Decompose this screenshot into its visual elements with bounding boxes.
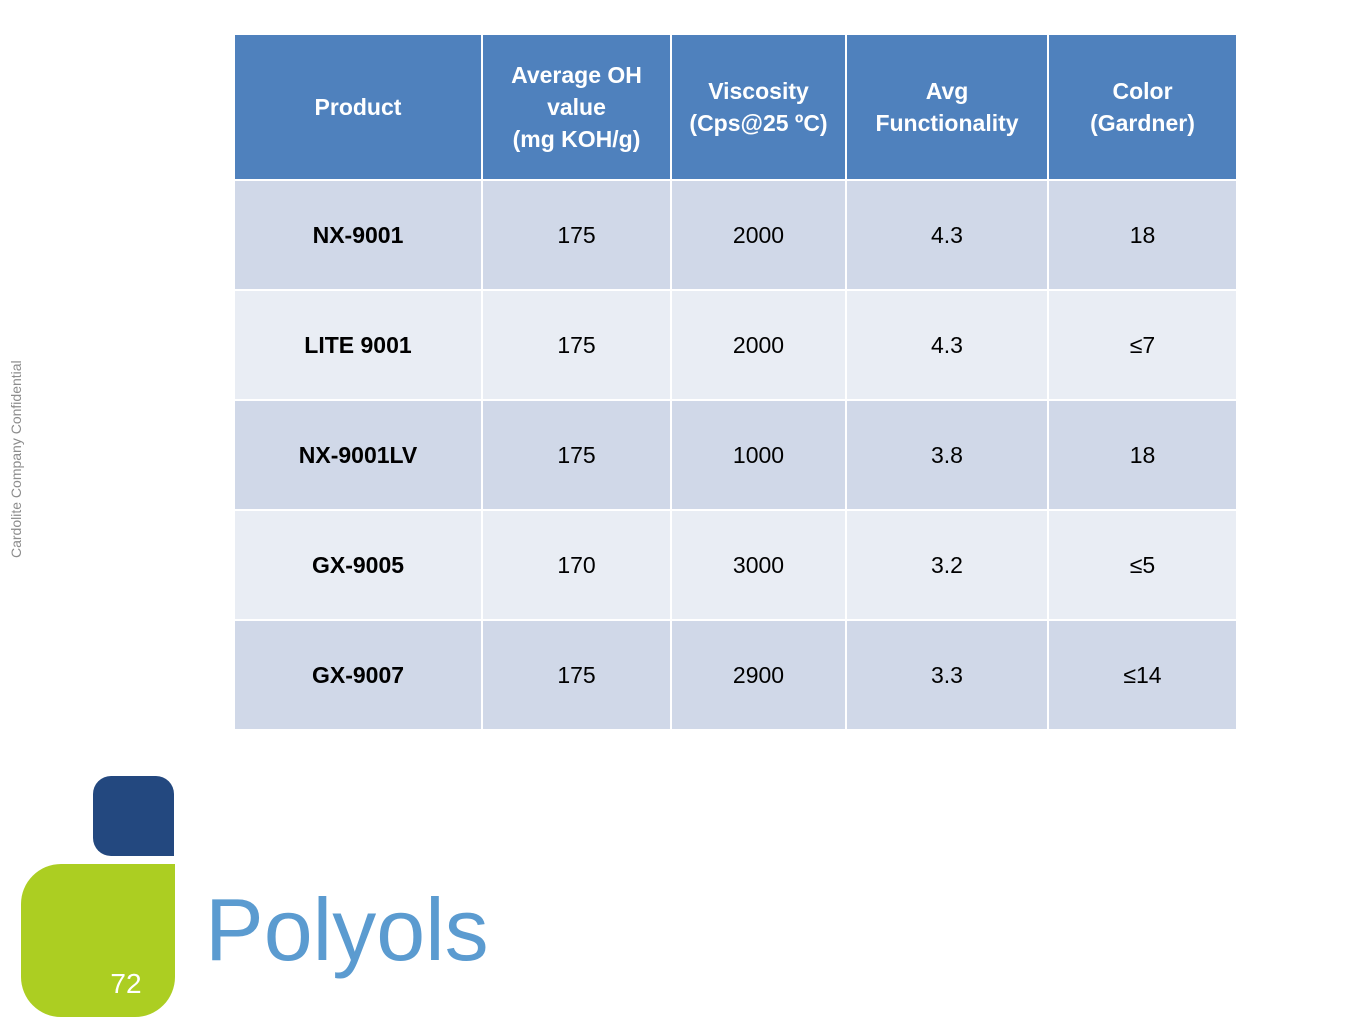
cell-functionality: 4.3 xyxy=(845,179,1049,291)
header-viscosity-line-1: Viscosity xyxy=(708,78,809,104)
cell-viscosity: 2900 xyxy=(670,619,847,731)
header-oh-value-line-1: Average OH xyxy=(511,62,642,88)
decorative-blue-square xyxy=(93,776,174,856)
header-color-line-1: Color xyxy=(1112,78,1173,104)
cell-product: NX-9001LV xyxy=(233,399,483,511)
cell-product: LITE 9001 xyxy=(233,289,483,401)
cell-color: 18 xyxy=(1047,179,1238,291)
header-product-line-1: Product xyxy=(314,94,402,120)
table-header-row: Product Average OH value (mg KOH/g) Visc… xyxy=(233,33,1238,181)
page-number: 72 xyxy=(110,968,142,999)
cell-viscosity: 3000 xyxy=(670,509,847,621)
header-functionality-line-2: Functionality xyxy=(875,110,1019,136)
header-oh-value-line-2: value xyxy=(547,94,606,120)
cell-viscosity: 2000 xyxy=(670,179,847,291)
header-viscosity: Viscosity (Cps@25 ºC) xyxy=(670,33,847,181)
header-functionality: Avg Functionality xyxy=(845,33,1049,181)
table-row: NX-9001 175 2000 4.3 18 xyxy=(233,179,1238,291)
cell-functionality: 4.3 xyxy=(845,289,1049,401)
cell-color: ≤14 xyxy=(1047,619,1238,731)
cell-viscosity: 1000 xyxy=(670,399,847,511)
cell-functionality: 3.8 xyxy=(845,399,1049,511)
cell-color: ≤5 xyxy=(1047,509,1238,621)
cell-color: ≤7 xyxy=(1047,289,1238,401)
confidential-label: Cardolite Company Confidential xyxy=(8,360,24,558)
cell-product: NX-9001 xyxy=(233,179,483,291)
header-functionality-line-1: Avg xyxy=(925,78,969,104)
cell-oh-value: 175 xyxy=(481,289,672,401)
header-color-line-2: (Gardner) xyxy=(1090,110,1195,136)
cell-product: GX-9005 xyxy=(233,509,483,621)
header-viscosity-line-2: (Cps@25 ºC) xyxy=(689,110,828,136)
decorative-green-square xyxy=(21,864,175,1017)
table-row: NX-9001LV 175 1000 3.8 18 xyxy=(233,399,1238,511)
header-oh-value: Average OH value (mg KOH/g) xyxy=(481,33,672,181)
cell-oh-value: 175 xyxy=(481,179,672,291)
cell-oh-value: 175 xyxy=(481,399,672,511)
cell-viscosity: 2000 xyxy=(670,289,847,401)
slide-title: Polyols xyxy=(205,880,489,979)
table-row: GX-9005 170 3000 3.2 ≤5 xyxy=(233,509,1238,621)
polyols-table: Product Average OH value (mg KOH/g) Visc… xyxy=(233,33,1238,731)
cell-oh-value: 175 xyxy=(481,619,672,731)
table-row: GX-9007 175 2900 3.3 ≤14 xyxy=(233,619,1238,731)
cell-functionality: 3.2 xyxy=(845,509,1049,621)
cell-product: GX-9007 xyxy=(233,619,483,731)
cell-functionality: 3.3 xyxy=(845,619,1049,731)
header-product: Product xyxy=(233,33,483,181)
cell-color: 18 xyxy=(1047,399,1238,511)
header-color: Color (Gardner) xyxy=(1047,33,1238,181)
table-row: LITE 9001 175 2000 4.3 ≤7 xyxy=(233,289,1238,401)
header-oh-value-line-3: (mg KOH/g) xyxy=(512,126,641,152)
cell-oh-value: 170 xyxy=(481,509,672,621)
